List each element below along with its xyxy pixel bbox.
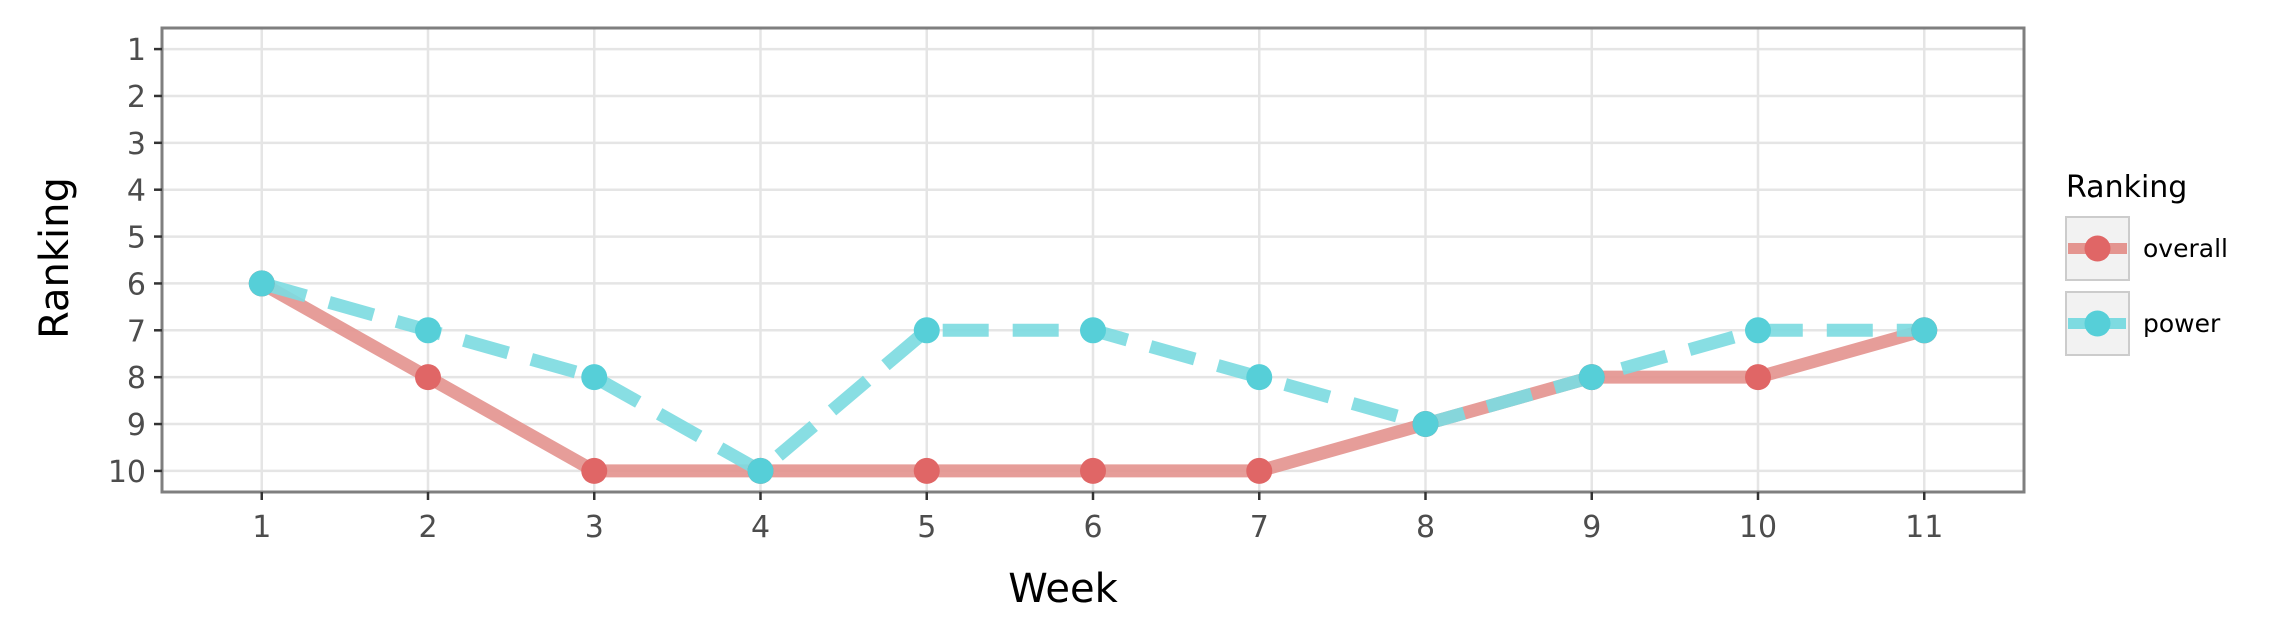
x-tick-label: 9 bbox=[1582, 510, 1601, 545]
x-tick-label: 2 bbox=[418, 510, 437, 545]
y-tick-label: 3 bbox=[127, 127, 146, 162]
x-tick-label: 11 bbox=[1905, 510, 1943, 545]
y-tick-label: 10 bbox=[108, 455, 146, 490]
data-point-overall bbox=[913, 457, 940, 484]
series-points bbox=[248, 270, 1938, 484]
y-tick-label: 8 bbox=[127, 361, 146, 396]
y-axis: 1 2 3 4 5 6 7 8 9 10 bbox=[108, 33, 162, 490]
y-tick-label: 4 bbox=[127, 174, 146, 209]
data-point-power bbox=[415, 317, 441, 344]
y-tick-label: 1 bbox=[127, 33, 146, 68]
data-point-power bbox=[1745, 317, 1771, 344]
data-point-power bbox=[581, 364, 608, 391]
x-tick-label: 5 bbox=[917, 510, 936, 545]
y-tick-label: 6 bbox=[127, 267, 146, 302]
y-tick-label: 2 bbox=[127, 80, 146, 115]
data-point-power bbox=[913, 317, 940, 344]
x-tick-label: 8 bbox=[1416, 510, 1435, 545]
x-tick-label: 6 bbox=[1083, 510, 1102, 545]
data-point-overall bbox=[1246, 457, 1273, 484]
x-axis: 1 2 3 4 5 6 7 8 9 10 11 bbox=[252, 492, 1943, 545]
x-tick-label: 3 bbox=[585, 510, 604, 545]
data-point-overall bbox=[1745, 364, 1771, 391]
legend-label-overall: overall bbox=[2143, 234, 2228, 263]
data-point-overall bbox=[581, 457, 608, 484]
y-tick-label: 9 bbox=[127, 408, 146, 443]
data-point-power bbox=[1412, 411, 1439, 438]
data-point-power bbox=[1080, 317, 1106, 344]
data-point-overall bbox=[1080, 457, 1106, 484]
legend-marker-overall bbox=[2084, 235, 2111, 262]
legend: Ranking overall power bbox=[2065, 170, 2228, 356]
data-point-power bbox=[747, 457, 774, 484]
x-tick-label: 10 bbox=[1739, 510, 1777, 545]
x-tick-label: 4 bbox=[751, 510, 770, 545]
data-point-power bbox=[1246, 364, 1273, 391]
data-point-overall bbox=[415, 364, 441, 391]
legend-title: Ranking bbox=[2066, 170, 2187, 205]
legend-marker-power bbox=[2084, 310, 2111, 337]
legend-label-power: power bbox=[2143, 309, 2221, 338]
x-axis-title: Week bbox=[1008, 566, 1118, 612]
y-tick-label: 5 bbox=[127, 221, 146, 256]
grid-lines bbox=[162, 28, 2024, 492]
data-point-power bbox=[1911, 317, 1938, 344]
y-tick-label: 7 bbox=[127, 314, 146, 349]
data-point-power bbox=[248, 270, 275, 297]
data-point-power bbox=[1578, 364, 1605, 391]
y-axis-title: Ranking bbox=[32, 177, 78, 339]
x-tick-label: 7 bbox=[1250, 510, 1269, 545]
x-tick-label: 1 bbox=[252, 510, 271, 545]
